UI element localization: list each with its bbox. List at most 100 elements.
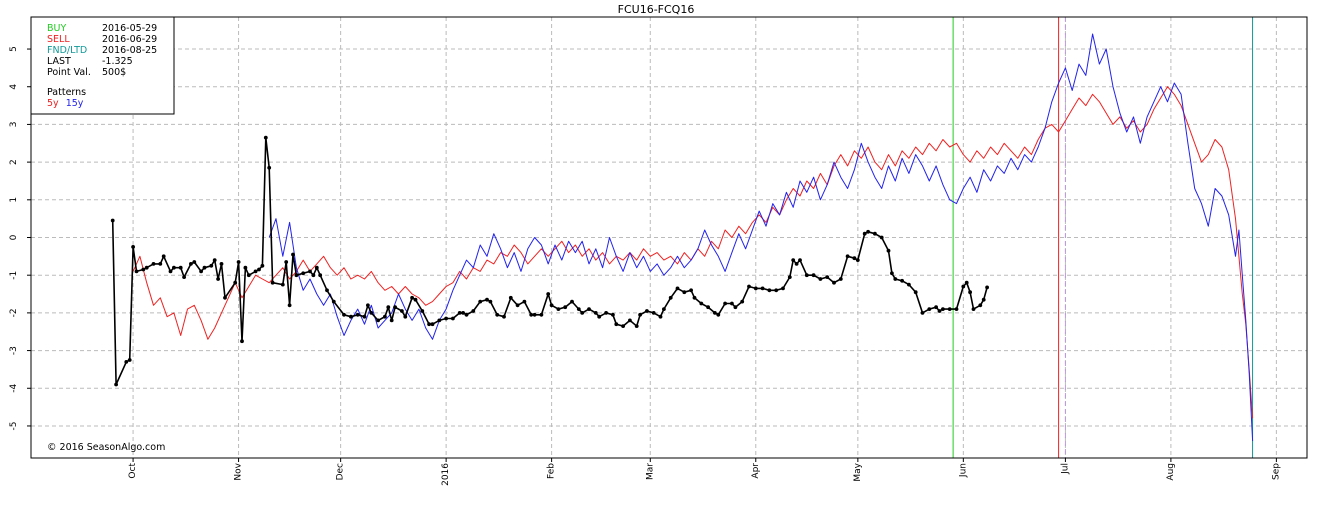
x-tick-label: Jun	[958, 463, 968, 478]
data-point	[311, 273, 316, 278]
data-point	[787, 275, 792, 279]
data-point	[410, 295, 414, 300]
data-point	[427, 322, 431, 327]
data-point	[355, 312, 360, 317]
legend-value: 2016-05-29	[102, 23, 157, 34]
data-point	[212, 258, 217, 262]
data-point	[383, 314, 387, 319]
data-point	[733, 305, 738, 310]
data-point	[563, 305, 568, 310]
data-point	[209, 263, 214, 268]
data-point	[961, 284, 966, 289]
data-point	[515, 303, 520, 308]
data-point	[682, 290, 687, 295]
data-point	[393, 305, 397, 310]
data-point	[495, 312, 500, 317]
data-point	[413, 297, 418, 302]
y-tick-label: -2	[9, 308, 19, 317]
data-point	[478, 299, 483, 304]
data-point	[886, 248, 891, 253]
x-tick-label: May	[853, 462, 863, 481]
data-point	[818, 277, 823, 281]
x-tick-label: Aug	[1166, 463, 1176, 481]
data-point	[301, 271, 306, 276]
data-point	[692, 295, 697, 300]
data-point	[730, 301, 734, 306]
data-point	[971, 307, 976, 311]
data-point	[981, 297, 986, 302]
data-point	[978, 303, 983, 308]
data-point	[444, 316, 448, 321]
legend-value: 2016-08-25	[102, 45, 157, 56]
data-point	[318, 273, 323, 278]
data-point	[913, 290, 918, 295]
x-tick-label: Jul	[1060, 463, 1070, 475]
legend-key: Point Val.	[47, 67, 91, 78]
data-point	[308, 269, 312, 274]
y-tick-label: -3	[9, 346, 19, 355]
data-point	[767, 288, 772, 293]
data-point	[342, 312, 346, 317]
data-point	[158, 262, 163, 266]
data-point	[287, 303, 292, 308]
data-point	[451, 316, 455, 321]
y-tick-label: 1	[9, 197, 19, 203]
data-point	[852, 256, 857, 261]
data-point	[556, 307, 561, 311]
legend-pattern-15y: 15y	[66, 98, 84, 109]
x-axis: Oct Nov Dec 2016 Feb Mar Apr May Jun Jul Aug Sep	[128, 458, 1281, 486]
data-point	[862, 231, 867, 236]
data-point	[263, 135, 268, 140]
data-point	[628, 318, 632, 323]
data-point	[825, 275, 830, 279]
data-point	[267, 165, 272, 170]
data-point	[219, 262, 224, 266]
data-point	[522, 299, 527, 304]
data-point	[161, 254, 166, 259]
y-tick-label: -4	[9, 384, 19, 393]
data-point	[508, 295, 513, 300]
data-point	[706, 305, 710, 310]
data-point	[658, 314, 663, 319]
y-tick-label: 2	[9, 159, 19, 165]
x-tick-label: Apr	[751, 463, 761, 479]
y-tick-label: 4	[9, 84, 19, 90]
data-point	[668, 295, 673, 300]
data-point	[587, 307, 591, 311]
data-point	[464, 312, 469, 317]
data-point	[855, 258, 860, 262]
data-point	[791, 258, 796, 262]
data-point	[362, 314, 367, 319]
data-point	[794, 262, 799, 266]
x-tick-label: Dec	[336, 463, 346, 480]
data-point	[845, 254, 850, 259]
y-tick-label: -1	[9, 271, 19, 280]
data-point	[570, 299, 574, 304]
data-point	[457, 311, 462, 315]
data-point	[400, 309, 404, 313]
series-layer	[110, 33, 1254, 442]
legend-pattern-5y: 5y	[47, 98, 59, 109]
legend-patterns-label: Patterns	[47, 87, 86, 98]
data-point	[723, 301, 727, 306]
data-point	[178, 265, 183, 270]
data-point	[270, 280, 275, 285]
data-point	[532, 312, 537, 317]
data-point	[437, 318, 442, 323]
data-point	[937, 309, 942, 313]
data-point	[192, 260, 197, 264]
legend-key: FND/LTD	[47, 45, 87, 56]
data-point	[597, 314, 602, 319]
data-point	[934, 305, 938, 310]
data-point	[233, 280, 238, 285]
data-point	[386, 305, 391, 310]
data-point	[927, 307, 932, 311]
data-point	[838, 277, 843, 281]
data-point	[369, 311, 374, 315]
legend-value: -1.325	[102, 56, 133, 67]
data-point	[740, 299, 745, 304]
data-point	[124, 360, 129, 364]
data-point	[114, 382, 118, 387]
data-point	[134, 269, 139, 274]
